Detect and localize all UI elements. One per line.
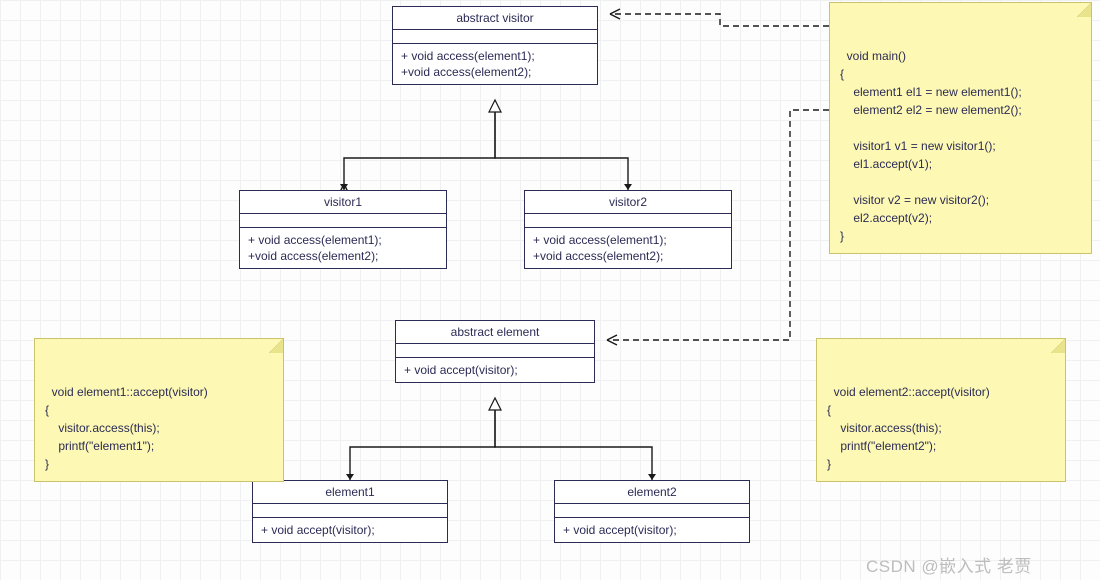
class-operations: + void access(element1); +void access(el…: [393, 44, 597, 84]
class-title: visitor2: [525, 191, 731, 214]
class-visitor2: visitor2 + void access(element1); +void …: [524, 190, 732, 269]
class-title: abstract visitor: [393, 7, 597, 30]
class-attributes: [525, 214, 731, 228]
class-operations: + void accept(visitor);: [396, 358, 594, 382]
operation: + void access(element1);: [533, 232, 723, 248]
operation: +void access(element2);: [401, 64, 589, 80]
operation: + void access(element1);: [248, 232, 438, 248]
class-title: element1: [253, 481, 447, 504]
operation: + void access(element1);: [401, 48, 589, 64]
class-visitor1: visitor1 + void access(element1); +void …: [239, 190, 447, 269]
note-fold-icon: [269, 339, 283, 353]
operation: + void accept(visitor);: [261, 522, 439, 538]
note-fold-icon: [1077, 3, 1091, 17]
note-main: void main() { element1 el1 = new element…: [829, 2, 1092, 254]
note-text: void element1::accept(visitor) { visitor…: [45, 385, 208, 471]
class-title: element2: [555, 481, 749, 504]
class-abstract-visitor: abstract visitor + void access(element1)…: [392, 6, 598, 85]
note-text: void element2::accept(visitor) { visitor…: [827, 385, 990, 471]
class-attributes: [393, 30, 597, 44]
class-operations: + void access(element1); +void access(el…: [525, 228, 731, 268]
class-attributes: [253, 504, 447, 518]
class-attributes: [240, 214, 446, 228]
note-element1: void element1::accept(visitor) { visitor…: [34, 338, 284, 482]
class-element2: element2 + void accept(visitor);: [554, 480, 750, 543]
operation: + void accept(visitor);: [563, 522, 741, 538]
operation: +void access(element2);: [248, 248, 438, 264]
class-element1: element1 + void accept(visitor);: [252, 480, 448, 543]
class-title: visitor1: [240, 191, 446, 214]
operation: + void accept(visitor);: [404, 362, 586, 378]
class-operations: + void access(element1); +void access(el…: [240, 228, 446, 268]
class-operations: + void accept(visitor);: [253, 518, 447, 542]
note-fold-icon: [1051, 339, 1065, 353]
class-title: abstract element: [396, 321, 594, 344]
watermark-text: CSDN @嵌入式 老贾: [866, 552, 1032, 577]
class-attributes: [555, 504, 749, 518]
operation: +void access(element2);: [533, 248, 723, 264]
note-element2: void element2::accept(visitor) { visitor…: [816, 338, 1066, 482]
class-abstract-element: abstract element + void accept(visitor);: [395, 320, 595, 383]
note-text: void main() { element1 el1 = new element…: [840, 49, 1022, 243]
class-operations: + void accept(visitor);: [555, 518, 749, 542]
class-attributes: [396, 344, 594, 358]
